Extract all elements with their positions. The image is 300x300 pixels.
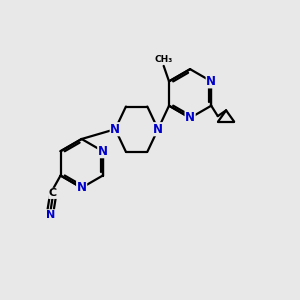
Text: N: N (46, 210, 55, 220)
Text: N: N (206, 75, 216, 88)
Text: N: N (153, 123, 163, 136)
Text: N: N (110, 123, 120, 136)
Text: N: N (185, 111, 195, 124)
Text: N: N (76, 181, 87, 194)
Text: C: C (49, 188, 57, 198)
Text: N: N (98, 145, 108, 158)
Text: CH₃: CH₃ (154, 55, 173, 64)
